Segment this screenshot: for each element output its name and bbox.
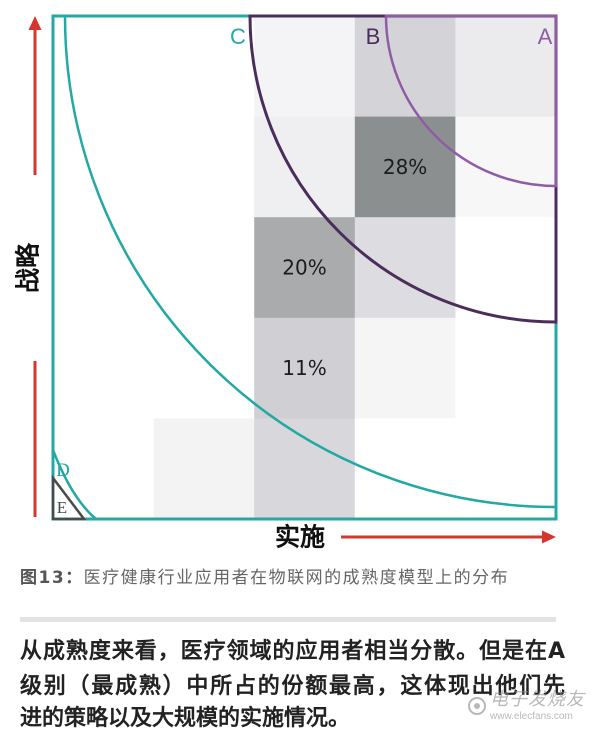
zone-a-boundary (384, 14, 558, 188)
heatmap-cell-r1-c5 (455, 16, 557, 118)
y-axis-arrowhead (28, 16, 42, 30)
heatmap-cell-r3-c1 (53, 217, 155, 319)
heatmap-cell-r4-c5 (455, 317, 557, 419)
heatmap-cell-r1-c3 (254, 16, 356, 118)
heatmap-cell-r5-c2 (153, 418, 255, 520)
heatmap-cell-r3-c4 (354, 217, 456, 319)
heatmap-cell-r5-c4 (354, 418, 456, 520)
heatmap-value-labels: 28% 20% 11% (282, 155, 427, 380)
zone-c-boundary (63, 15, 557, 509)
y-axis-label: 战略 (14, 242, 43, 293)
zone-label-a: A (538, 24, 553, 49)
article-paragraph: 从成熟度来看，医疗领域的应用者相当分散。但是在A 级别（最成熟）中所占的份额最高… (20, 634, 565, 734)
figure-caption-label: 图13： (20, 568, 84, 588)
heatmap-cells (53, 16, 557, 520)
heatmap-cell-r4-c2 (153, 317, 255, 419)
heatmap-cell-r5-c5 (455, 418, 557, 520)
x-axis-arrowhead (542, 530, 556, 544)
figure-caption-text: 医疗健康行业应用者在物联网的成熟度模型上的分布 (83, 568, 510, 588)
heatmap-cell-r1-c2 (153, 16, 255, 118)
heatmap-value-label: 20% (282, 256, 326, 280)
heatmap-cell-r3-c3 (254, 217, 356, 319)
section-divider (20, 617, 556, 622)
heatmap-cell-r2-c5 (455, 116, 557, 218)
heatmap-cell-r3-c5 (455, 217, 557, 319)
paragraph-line-3: 进的策略以及大规模的实施情况。 (20, 706, 351, 731)
paragraph-line-2: 级别（最成熟）中所占的份额最高，这体现出他们先 (20, 674, 565, 699)
heatmap-cell-r2-c1 (53, 116, 155, 218)
heatmap-cell-r5-c1 (53, 418, 155, 520)
figure-caption: 图13：医疗健康行业应用者在物联网的成熟度模型上的分布 (20, 566, 509, 590)
heatmap-value-label: 11% (282, 356, 326, 380)
zone-label-c: C (230, 24, 246, 49)
heatmap-cell-r2-c2 (153, 116, 255, 218)
zone-label-b: B (366, 24, 381, 49)
zone-d-boundary (51, 449, 97, 520)
heatmap-cell-r4-c1 (53, 317, 155, 419)
x-axis-label: 实施 (275, 523, 325, 552)
heatmap-cell-r4-c3 (254, 317, 356, 419)
heatmap-cell-r5-c3 (254, 418, 356, 520)
heatmap-cell-r2-c3 (254, 116, 356, 218)
zone-e-boundary (51, 474, 87, 521)
maturity-model-heatmap: 28% 20% 11% C B A D E 战略 实施 (14, 14, 558, 552)
heatmap-cell-r2-c4 (354, 116, 456, 218)
paragraph-line-1: 从成熟度来看，医疗领域的应用者相当分散。但是在A (20, 639, 565, 664)
zone-label-d: D (56, 460, 70, 481)
heatmap-cell-r4-c4 (354, 317, 456, 419)
heatmap-cell-r1-c4 (354, 16, 456, 118)
zone-label-e: E (57, 498, 67, 517)
heatmap-cell-r1-c1 (53, 16, 155, 118)
zone-b-boundary (248, 14, 558, 324)
heatmap-value-label: 28% (383, 155, 427, 179)
heatmap-cell-r3-c2 (153, 217, 255, 319)
